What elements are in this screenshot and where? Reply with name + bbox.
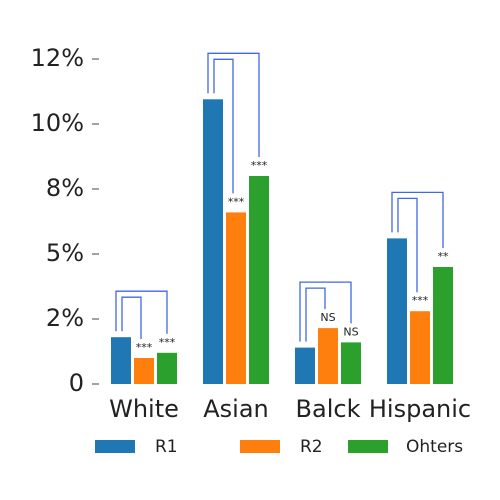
- bracket: [121, 296, 142, 339]
- bracket: [213, 58, 234, 194]
- significance-label: ***: [136, 341, 153, 354]
- y-tick-label: 5%: [46, 239, 84, 267]
- x-tick-label: White: [109, 395, 179, 423]
- legend-label: Ohters: [406, 437, 463, 457]
- bar: [387, 238, 407, 384]
- legend-label: R1: [155, 437, 178, 457]
- bracket: [115, 290, 168, 334]
- legend-swatch: [348, 440, 388, 453]
- bar: [341, 342, 361, 384]
- bar: [295, 347, 315, 384]
- bracket: [305, 287, 326, 342]
- significance-label: ***: [412, 294, 429, 307]
- bracket: [299, 281, 352, 342]
- bar: [410, 311, 430, 384]
- significance-label: **: [438, 250, 450, 263]
- y-tick-label: 10%: [31, 109, 84, 137]
- bar: [226, 212, 246, 384]
- legend-label: R2: [300, 437, 323, 457]
- significance-label: NS: [343, 325, 358, 338]
- bar: [318, 328, 338, 384]
- significance-label: ***: [159, 336, 176, 349]
- y-tick-label: 2%: [46, 304, 84, 332]
- significance-label: NS: [320, 311, 335, 324]
- bracket: [397, 197, 418, 293]
- bar: [134, 358, 154, 384]
- bar: [203, 99, 223, 385]
- x-tick-label: Asian: [203, 395, 269, 423]
- legend-swatch: [240, 440, 280, 453]
- y-tick-label: 8%: [46, 174, 84, 202]
- bar: [249, 176, 269, 384]
- legend-swatch: [95, 440, 135, 453]
- y-tick-label: 12%: [31, 44, 84, 72]
- bracket: [207, 52, 260, 157]
- bar: [433, 267, 453, 384]
- bar: [157, 352, 177, 384]
- bar: [111, 337, 131, 384]
- bracket: [391, 191, 444, 248]
- x-tick-label: Balck: [296, 395, 361, 423]
- significance-label: ***: [228, 195, 245, 208]
- significance-label: ***: [251, 159, 268, 172]
- x-tick-label: Hispanic: [369, 395, 471, 423]
- y-tick-label: 0: [69, 369, 84, 397]
